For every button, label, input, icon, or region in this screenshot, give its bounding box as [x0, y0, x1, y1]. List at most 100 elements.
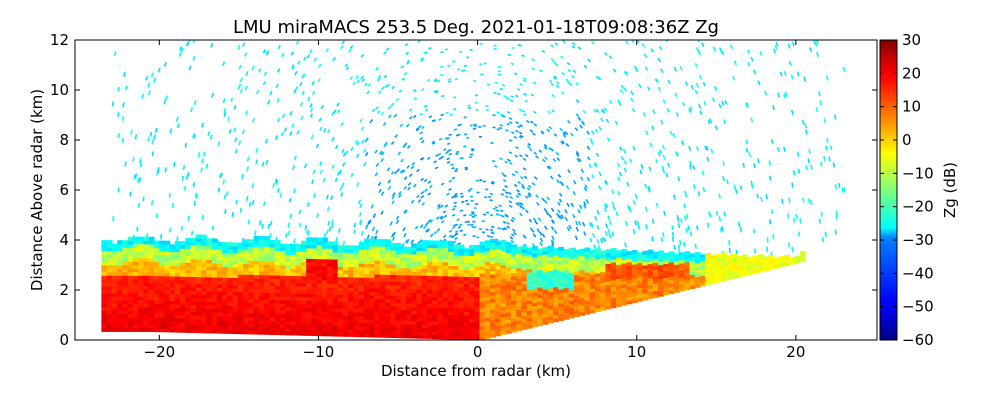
noise-gate: [535, 155, 539, 159]
reflectivity-cell: [316, 325, 323, 330]
reflectivity-cell: [148, 282, 155, 287]
reflectivity-cell: [306, 265, 313, 270]
reflectivity-cell: [542, 285, 549, 290]
reflectivity-cell: [631, 274, 638, 279]
noise-gate: [835, 210, 838, 216]
reflectivity-cell: [437, 300, 444, 305]
reflectivity-cell: [253, 306, 260, 311]
reflectivity-cell: [469, 293, 475, 298]
reflectivity-cell: [248, 302, 255, 307]
reflectivity-cell: [516, 278, 523, 283]
reflectivity-cell: [322, 283, 328, 288]
reflectivity-cell: [180, 290, 187, 295]
reflectivity-cell: [458, 293, 465, 298]
reflectivity-cell: [610, 255, 617, 260]
reflectivity-cell: [111, 306, 118, 311]
reflectivity-cell: [427, 257, 433, 262]
reflectivity-cell: [211, 259, 218, 264]
reflectivity-cell: [416, 313, 423, 318]
noise-gate: [545, 211, 550, 216]
reflectivity-cell: [616, 295, 622, 300]
reflectivity-cell: [684, 279, 691, 284]
reflectivity-cell: [448, 314, 454, 319]
reflectivity-cell: [689, 284, 696, 289]
reflectivity-cell: [274, 264, 281, 269]
reflectivity-cell: [201, 273, 208, 278]
reflectivity-cell: [174, 255, 181, 260]
reflectivity-cell: [631, 281, 638, 286]
noise-gate: [683, 215, 687, 221]
reflectivity-cell: [337, 269, 344, 274]
reflectivity-cell: [364, 277, 370, 282]
reflectivity-cell: [232, 273, 239, 278]
noise-gate: [349, 76, 354, 81]
reflectivity-cell: [652, 251, 659, 256]
reflectivity-cell: [285, 250, 292, 255]
noise-gate: [498, 126, 503, 130]
reflectivity-cell: [542, 306, 549, 311]
reflectivity-cell: [364, 238, 370, 243]
reflectivity-cell: [442, 310, 449, 315]
noise-gate: [816, 52, 820, 58]
reflectivity-cell: [558, 313, 565, 318]
reflectivity-cell: [306, 272, 313, 277]
reflectivity-cell: [395, 285, 402, 290]
reflectivity-cell: [374, 305, 381, 310]
reflectivity-cell: [584, 300, 591, 305]
reflectivity-cell: [195, 287, 202, 292]
reflectivity-cell: [122, 254, 129, 259]
reflectivity-cell: [474, 329, 481, 334]
noise-gate: [447, 148, 452, 152]
reflectivity-cell: [243, 253, 250, 258]
reflectivity-cell: [453, 297, 460, 302]
reflectivity-cell: [143, 257, 150, 262]
noise-gate: [453, 201, 457, 205]
reflectivity-cell: [248, 298, 255, 303]
reflectivity-cell: [642, 285, 649, 290]
noise-gate: [298, 209, 302, 215]
noise-gate: [505, 96, 510, 100]
reflectivity-cell: [600, 254, 607, 259]
reflectivity-cell: [537, 311, 544, 316]
reflectivity-cell: [311, 307, 318, 312]
reflectivity-cell: [568, 247, 575, 252]
reflectivity-cell: [216, 319, 223, 324]
reflectivity-cell: [500, 260, 507, 265]
reflectivity-cell: [332, 311, 339, 316]
reflectivity-cell: [227, 263, 234, 268]
noise-gate: [309, 107, 314, 113]
reflectivity-cell: [400, 250, 407, 255]
reflectivity-cell: [111, 324, 118, 329]
noise-gate: [391, 85, 396, 90]
reflectivity-cell: [132, 264, 139, 269]
reflectivity-cell: [269, 243, 276, 248]
reflectivity-cell: [122, 303, 129, 308]
reflectivity-cell: [768, 258, 775, 263]
reflectivity-cell: [274, 292, 281, 297]
reflectivity-cell: [169, 321, 176, 326]
reflectivity-cell: [164, 261, 171, 266]
reflectivity-cell: [736, 266, 743, 271]
reflectivity-cell: [264, 274, 271, 279]
reflectivity-cell: [306, 310, 313, 315]
noise-gate: [757, 158, 760, 164]
reflectivity-cell: [138, 306, 145, 311]
reflectivity-cell: [448, 307, 454, 312]
reflectivity-cell: [631, 260, 638, 265]
reflectivity-cell: [421, 296, 428, 301]
noise-gate: [587, 156, 591, 161]
reflectivity-cell: [306, 324, 313, 329]
noise-gate: [560, 55, 564, 59]
reflectivity-cell: [232, 249, 239, 254]
reflectivity-cell: [285, 289, 292, 294]
reflectivity-cell: [610, 248, 617, 253]
reflectivity-cell: [264, 239, 271, 244]
reflectivity-cell: [542, 250, 549, 255]
reflectivity-cell: [421, 243, 428, 248]
reflectivity-cell: [153, 240, 160, 245]
reflectivity-cell: [190, 258, 197, 263]
reflectivity-cell: [201, 241, 208, 246]
noise-gate: [575, 113, 580, 118]
noise-gate: [438, 118, 442, 121]
reflectivity-cell: [390, 302, 397, 307]
